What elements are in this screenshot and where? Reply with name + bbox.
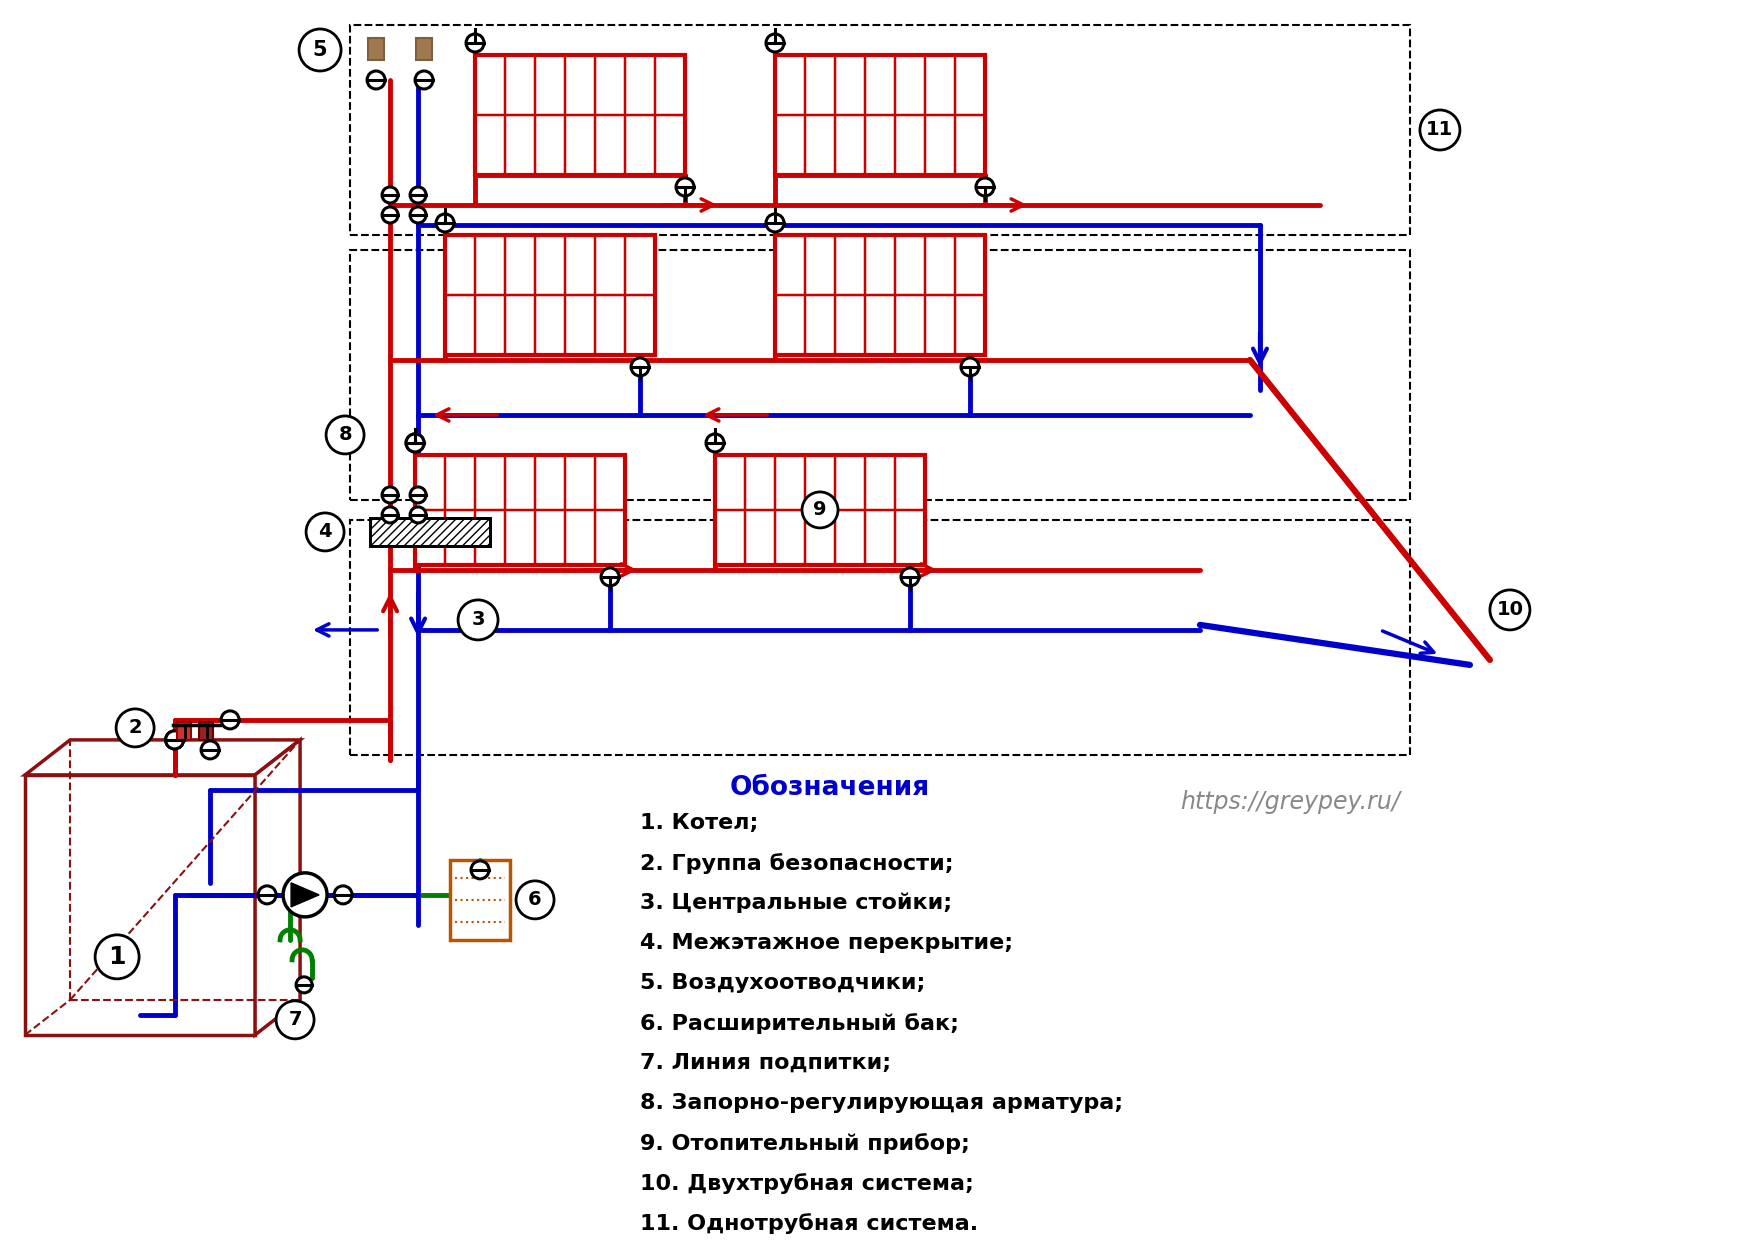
Circle shape <box>410 207 426 223</box>
Circle shape <box>631 358 649 376</box>
Text: 2: 2 <box>128 718 142 738</box>
Bar <box>351 250 1410 500</box>
Circle shape <box>437 215 454 232</box>
Text: 3: 3 <box>472 610 484 630</box>
Text: 4: 4 <box>317 522 332 542</box>
Bar <box>25 775 254 1035</box>
Circle shape <box>1421 110 1459 150</box>
Bar <box>775 234 986 355</box>
Bar <box>775 55 986 175</box>
Circle shape <box>116 709 154 746</box>
Bar <box>716 455 924 565</box>
Circle shape <box>467 33 484 52</box>
Circle shape <box>382 487 398 503</box>
Text: 7: 7 <box>288 1011 302 1029</box>
Circle shape <box>367 71 386 89</box>
Bar <box>446 234 654 355</box>
Circle shape <box>472 861 489 879</box>
Circle shape <box>675 179 695 196</box>
Circle shape <box>602 568 619 587</box>
Bar <box>416 38 431 60</box>
Circle shape <box>410 507 426 523</box>
Bar <box>451 859 510 940</box>
Text: 10. Двухтрубная система;: 10. Двухтрубная система; <box>640 1173 973 1194</box>
Circle shape <box>707 434 724 451</box>
Text: 9. Отопительный прибор;: 9. Отопительный прибор; <box>640 1133 970 1153</box>
Circle shape <box>766 215 784 232</box>
Circle shape <box>333 885 353 904</box>
Text: 6. Расширительный бак;: 6. Расширительный бак; <box>640 1013 959 1034</box>
Circle shape <box>282 873 326 916</box>
Circle shape <box>382 187 398 203</box>
Circle shape <box>516 880 554 919</box>
Circle shape <box>382 207 398 223</box>
Text: 7. Линия подпитки;: 7. Линия подпитки; <box>640 1053 891 1073</box>
Text: 11. Однотрубная система.: 11. Однотрубная система. <box>640 1213 979 1234</box>
Circle shape <box>326 415 365 454</box>
Circle shape <box>165 730 184 749</box>
Text: Обозначения: Обозначения <box>730 775 930 801</box>
Text: 2. Группа безопасности;: 2. Группа безопасности; <box>640 853 954 874</box>
Text: 8: 8 <box>339 425 353 444</box>
Circle shape <box>802 492 838 528</box>
Text: 5. Воздухоотводчики;: 5. Воздухоотводчики; <box>640 973 926 993</box>
Circle shape <box>975 179 995 196</box>
Polygon shape <box>25 740 300 775</box>
Bar <box>351 25 1410 234</box>
Text: 1. Котел;: 1. Котел; <box>640 813 758 833</box>
Text: 1: 1 <box>109 945 126 968</box>
Text: 9: 9 <box>814 501 826 520</box>
Text: https://greypey.ru/: https://greypey.ru/ <box>1180 790 1400 813</box>
Circle shape <box>95 935 139 978</box>
Circle shape <box>300 29 340 71</box>
Bar <box>370 518 489 546</box>
Text: 10: 10 <box>1496 600 1524 620</box>
Bar <box>416 455 624 565</box>
Bar <box>351 520 1410 755</box>
Circle shape <box>458 600 498 640</box>
Circle shape <box>296 977 312 993</box>
Bar <box>475 55 686 175</box>
Text: 11: 11 <box>1426 120 1454 139</box>
Bar <box>370 518 489 546</box>
Circle shape <box>407 434 424 451</box>
Circle shape <box>410 487 426 503</box>
Polygon shape <box>254 740 300 1035</box>
Circle shape <box>961 358 979 376</box>
Circle shape <box>410 187 426 203</box>
Text: 4. Межэтажное перекрытие;: 4. Межэтажное перекрытие; <box>640 932 1014 952</box>
Circle shape <box>258 885 275 904</box>
Circle shape <box>307 513 344 551</box>
Circle shape <box>1489 590 1529 630</box>
Circle shape <box>416 71 433 89</box>
Circle shape <box>275 1001 314 1039</box>
Circle shape <box>382 507 398 523</box>
Text: 5: 5 <box>312 40 328 60</box>
Bar <box>368 38 384 60</box>
Text: 3. Центральные стойки;: 3. Центральные стойки; <box>640 893 952 914</box>
Circle shape <box>902 568 919 587</box>
Circle shape <box>407 434 424 451</box>
Text: 6: 6 <box>528 890 542 909</box>
Circle shape <box>202 740 219 759</box>
Circle shape <box>221 711 239 729</box>
Circle shape <box>165 730 184 749</box>
Circle shape <box>766 33 784 52</box>
Bar <box>177 722 191 740</box>
Bar <box>200 722 212 740</box>
Polygon shape <box>291 883 319 906</box>
Text: 8. Запорно-регулирующая арматура;: 8. Запорно-регулирующая арматура; <box>640 1092 1123 1112</box>
